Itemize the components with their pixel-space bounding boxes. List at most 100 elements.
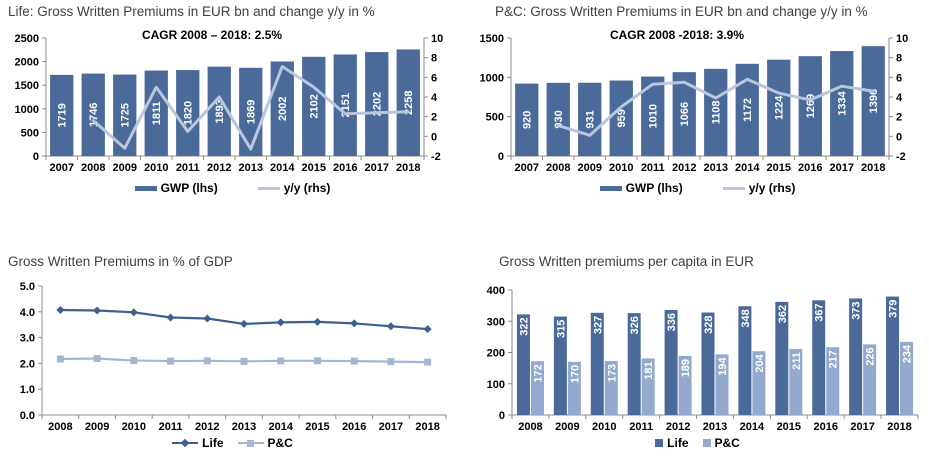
svg-text:373: 373	[851, 301, 863, 319]
svg-text:0: 0	[33, 151, 39, 163]
svg-text:1725: 1725	[120, 103, 132, 127]
chart-title-gwp-gdp: Gross Written Premiums in % of GDP	[8, 254, 233, 269]
chart-title-life-gwp: Life: Gross Written Premiums in EUR bn a…	[8, 4, 375, 19]
legend-label-pc: P&C	[714, 436, 740, 450]
svg-text:1820: 1820	[183, 101, 195, 125]
svg-text:6: 6	[431, 72, 437, 84]
svg-text:2008: 2008	[48, 421, 72, 433]
svg-text:1811: 1811	[151, 101, 163, 125]
svg-text:2.0: 2.0	[20, 358, 35, 370]
gwp-per-capita-chart-canvas: 0 100 200 300 400 2008 2009 2010 2011 2012 2013 201…	[487, 285, 919, 433]
svg-text:400: 400	[487, 285, 505, 297]
svg-text:2015: 2015	[767, 162, 791, 174]
svg-text:336: 336	[666, 313, 678, 331]
legend-label-life: Life	[202, 436, 224, 450]
svg-text:3.0: 3.0	[20, 333, 35, 345]
svg-text:0: 0	[431, 131, 437, 143]
svg-text:2015: 2015	[302, 162, 326, 174]
svg-text:2011: 2011	[641, 162, 665, 174]
yoy-line-swatch-icon	[257, 186, 280, 190]
svg-text:2015: 2015	[777, 421, 801, 433]
svg-text:2010: 2010	[122, 421, 146, 433]
svg-text:1500: 1500	[480, 33, 504, 45]
svg-text:2012: 2012	[207, 162, 231, 174]
svg-text:328: 328	[703, 316, 715, 334]
svg-text:189: 189	[680, 359, 692, 377]
svg-text:234: 234	[902, 344, 914, 363]
svg-text:172: 172	[532, 364, 544, 382]
legend-life-gwp: GWP (lhs) y/y (rhs)	[40, 181, 425, 195]
svg-text:2012: 2012	[672, 162, 696, 174]
svg-text:1396: 1396	[868, 89, 880, 113]
svg-text:2014: 2014	[268, 421, 293, 433]
svg-text:1172: 1172	[742, 98, 754, 122]
svg-text:204: 204	[754, 353, 766, 372]
legend-item-pc: P&C	[702, 436, 740, 450]
life-square-swatch-icon	[655, 439, 664, 447]
svg-text:2016: 2016	[798, 162, 822, 174]
svg-text:181: 181	[643, 361, 655, 379]
svg-text:379: 379	[888, 300, 900, 318]
svg-text:-2: -2	[431, 151, 441, 163]
svg-text:1.0: 1.0	[20, 384, 35, 396]
pc-gwp-chart-canvas: 0 500 1000 1500 -2 0 2 4 6 8 10 2007 2008 2009 2010 201…	[480, 33, 909, 174]
svg-text:2009: 2009	[555, 421, 579, 433]
legend-label-yoy: y/y (rhs)	[283, 181, 331, 195]
svg-text:2018: 2018	[396, 162, 420, 174]
svg-text:2014: 2014	[740, 421, 765, 433]
svg-text:2018: 2018	[861, 162, 885, 174]
svg-text:5.0: 5.0	[20, 281, 35, 293]
svg-text:1869: 1869	[246, 100, 258, 124]
legend-gwp-gdp: Life P&C	[40, 436, 425, 450]
svg-text:2013: 2013	[239, 162, 263, 174]
legend-item-yoy: y/y (rhs)	[722, 181, 795, 195]
svg-text:2: 2	[431, 112, 437, 124]
svg-text:315: 315	[555, 320, 567, 338]
pc-line-marker-swatch-icon	[237, 438, 264, 448]
svg-text:2013: 2013	[704, 162, 728, 174]
svg-text:6: 6	[896, 72, 902, 84]
svg-text:194: 194	[717, 356, 729, 375]
svg-text:1108: 1108	[711, 100, 723, 124]
svg-text:2011: 2011	[629, 421, 653, 433]
svg-text:1746: 1746	[88, 103, 100, 127]
svg-text:8: 8	[431, 53, 437, 65]
svg-text:4.0: 4.0	[20, 307, 35, 319]
legend-label-life: Life	[667, 436, 689, 450]
svg-text:0: 0	[498, 151, 504, 163]
svg-text:10: 10	[431, 33, 443, 45]
svg-text:226: 226	[865, 347, 877, 365]
svg-text:2007: 2007	[515, 162, 539, 174]
legend-item-yoy: y/y (rhs)	[257, 181, 331, 195]
svg-text:100: 100	[487, 379, 505, 391]
svg-text:217: 217	[828, 350, 840, 368]
svg-text:2202: 2202	[372, 92, 384, 116]
svg-text:2016: 2016	[813, 421, 837, 433]
svg-text:2012: 2012	[666, 421, 690, 433]
chart-title-gwp-per-capita: Gross Written premiums per capita in EUR	[499, 254, 754, 269]
gwp-gdp-chart-canvas: 0.0 1.0 2.0 3.0 4.0 5.0 2008 2009 2010 2011 2012 20…	[20, 281, 447, 433]
gwp-bar-swatch-icon	[599, 185, 622, 191]
legend-item-life: Life	[655, 436, 689, 450]
svg-text:1224: 1224	[774, 95, 786, 120]
life-line-marker-swatch-icon	[172, 438, 199, 448]
svg-text:2015: 2015	[305, 421, 329, 433]
svg-text:2014: 2014	[270, 162, 295, 174]
svg-text:4: 4	[896, 92, 903, 104]
svg-text:2009: 2009	[578, 162, 602, 174]
svg-text:300: 300	[487, 316, 505, 328]
yoy-line-swatch-icon	[722, 186, 745, 190]
svg-text:2008: 2008	[81, 162, 105, 174]
legend-item-gwp: GWP (lhs)	[599, 181, 683, 195]
svg-text:2000: 2000	[15, 57, 39, 69]
chart-gwp-per-capita: 0 100 200 300 400 2008 2009 2010 2011 2012 2013 201…	[465, 230, 929, 460]
svg-text:959: 959	[616, 109, 628, 127]
svg-text:2009: 2009	[113, 162, 137, 174]
svg-text:2102: 2102	[309, 94, 321, 118]
svg-text:2010: 2010	[592, 421, 616, 433]
svg-text:2013: 2013	[232, 421, 256, 433]
svg-text:1500: 1500	[15, 80, 39, 92]
svg-text:-2: -2	[896, 151, 906, 163]
svg-text:348: 348	[740, 309, 752, 327]
gwp-bar-swatch-icon	[134, 185, 157, 191]
